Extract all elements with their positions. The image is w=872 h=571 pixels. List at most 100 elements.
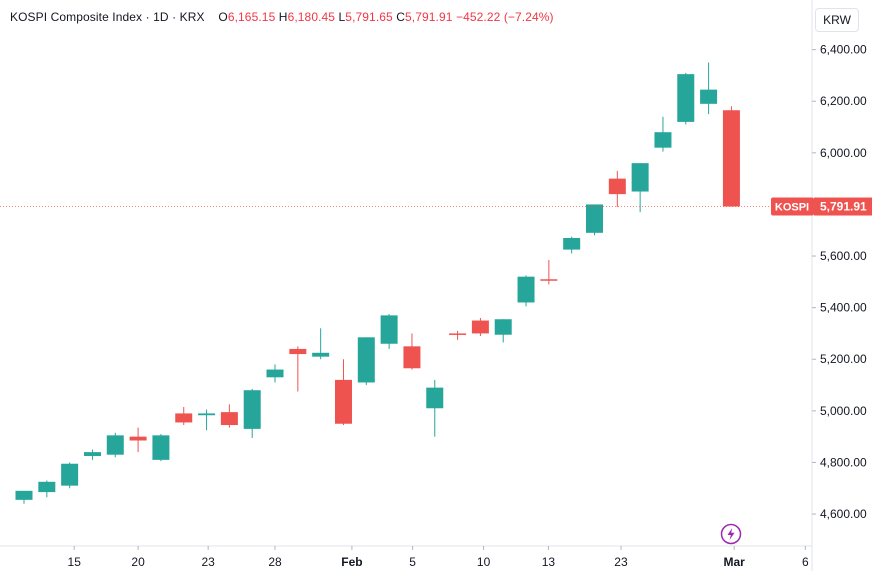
candle-body xyxy=(129,436,147,441)
candle-body xyxy=(631,163,649,192)
candle-body xyxy=(517,276,535,303)
candle-body xyxy=(494,319,512,335)
low-value: 5,791.65 xyxy=(345,10,393,24)
exchange-label: KRX xyxy=(179,10,205,24)
candle[interactable] xyxy=(449,330,467,340)
lightning-icon[interactable] xyxy=(720,523,742,545)
symbol-tag-bg xyxy=(771,197,814,216)
candle[interactable] xyxy=(289,346,307,392)
candle[interactable] xyxy=(517,275,535,307)
candle[interactable] xyxy=(334,359,352,426)
candle-body xyxy=(152,435,170,460)
open-value: 6,165.15 xyxy=(227,10,276,24)
candle[interactable] xyxy=(700,62,718,115)
candle[interactable] xyxy=(654,116,672,152)
candle-body xyxy=(83,452,101,456)
y-tick-label: 5,000.00 xyxy=(820,404,867,418)
x-tick-label: Mar xyxy=(723,555,745,569)
candle[interactable] xyxy=(129,427,147,453)
candle-body xyxy=(700,89,718,104)
candle-body xyxy=(220,412,238,426)
x-tick-label: 13 xyxy=(542,555,556,569)
candle[interactable] xyxy=(426,379,444,437)
candle-body xyxy=(449,333,467,335)
high-label: H xyxy=(278,10,288,24)
candle-body xyxy=(38,481,56,493)
candle-body xyxy=(540,279,558,281)
candle[interactable] xyxy=(357,337,375,386)
symbol-tag-label: KOSPI xyxy=(775,202,809,214)
candle[interactable] xyxy=(586,204,603,236)
candle[interactable] xyxy=(83,449,101,460)
x-tick-label: 20 xyxy=(131,555,145,569)
candle[interactable] xyxy=(152,434,170,462)
candle[interactable] xyxy=(106,432,124,458)
x-tick-label: 10 xyxy=(477,555,491,569)
candle-body xyxy=(563,237,581,250)
symbol-name[interactable]: KOSPI Composite Index xyxy=(10,10,143,24)
candle-body xyxy=(471,320,489,334)
x-tick-label: 6 xyxy=(802,555,809,569)
x-tick-label: 28 xyxy=(268,555,282,569)
interval-label[interactable]: 1D xyxy=(153,10,169,24)
candle-body xyxy=(403,346,421,369)
candle-body xyxy=(586,204,603,233)
change-value: −452.22 (−7.24%) xyxy=(455,10,554,24)
candle[interactable] xyxy=(38,480,56,498)
open-label: O xyxy=(218,10,228,24)
y-tick-label: 5,600.00 xyxy=(820,249,867,263)
candle[interactable] xyxy=(722,106,740,207)
candle[interactable] xyxy=(677,72,695,125)
candle-body xyxy=(289,348,307,355)
candle[interactable] xyxy=(403,333,421,370)
candle-body xyxy=(608,178,626,195)
candle[interactable] xyxy=(220,404,238,428)
y-tick-label: 6,200.00 xyxy=(820,94,867,108)
x-tick-label: 23 xyxy=(614,555,628,569)
y-tick-label: 4,800.00 xyxy=(820,455,867,469)
candle-body xyxy=(312,352,330,357)
x-tick-label: 5 xyxy=(409,555,416,569)
x-tick-label: 23 xyxy=(201,555,215,569)
candle[interactable] xyxy=(198,409,216,431)
candle[interactable] xyxy=(15,490,33,504)
candle-body xyxy=(198,413,216,416)
candle-body xyxy=(677,74,695,122)
close-value: 5,791.91 xyxy=(405,10,453,24)
close-label: C xyxy=(396,10,406,24)
high-value: 6,180.45 xyxy=(287,10,336,24)
candle[interactable] xyxy=(608,170,626,208)
price-tag-bg xyxy=(814,197,872,216)
candle-body xyxy=(722,110,740,207)
candle[interactable] xyxy=(175,406,193,426)
symbol-legend: KOSPI Composite Index · 1D · KRX O6,165.… xyxy=(10,10,554,24)
candle-body xyxy=(15,490,33,500)
candle-body xyxy=(106,435,124,455)
currency-button[interactable]: KRW xyxy=(815,8,859,32)
candle[interactable] xyxy=(540,259,558,285)
candle[interactable] xyxy=(563,236,581,254)
candle-body xyxy=(357,337,375,383)
low-label: L xyxy=(338,10,346,24)
x-tick-label: 15 xyxy=(68,555,82,569)
candle[interactable] xyxy=(380,314,398,349)
candle[interactable] xyxy=(631,163,649,213)
candle[interactable] xyxy=(494,319,512,343)
candle[interactable] xyxy=(266,364,284,383)
y-tick-label: 4,600.00 xyxy=(820,507,867,521)
candle[interactable] xyxy=(471,317,489,337)
price-tag-value: 5,791.91 xyxy=(820,200,867,214)
candle-body xyxy=(266,369,284,378)
candle[interactable] xyxy=(61,462,79,489)
candle[interactable] xyxy=(243,388,261,438)
candle-body xyxy=(380,315,398,344)
y-tick-label: 6,000.00 xyxy=(820,146,867,160)
y-tick-label: 5,400.00 xyxy=(820,301,867,315)
candle-body xyxy=(175,413,193,423)
candle[interactable] xyxy=(312,328,330,360)
candle-body xyxy=(61,463,79,486)
x-tick-label: Feb xyxy=(341,555,362,569)
y-tick-label: 5,200.00 xyxy=(820,352,867,366)
candle-body xyxy=(334,379,352,424)
